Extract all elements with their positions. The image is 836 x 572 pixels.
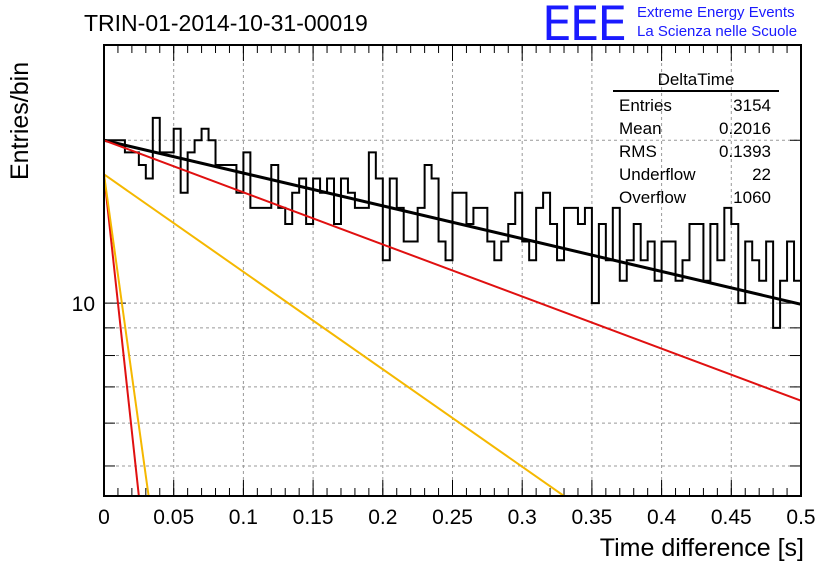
stats-row-underflow: Underflow 22 bbox=[613, 163, 779, 186]
x-tick-label: 0 bbox=[98, 506, 110, 529]
stats-label: Entries bbox=[619, 96, 672, 115]
stats-label: Mean bbox=[619, 119, 662, 138]
stats-value: 0.1393 bbox=[719, 142, 771, 161]
fit-line-5 bbox=[104, 174, 150, 496]
fit-line-2 bbox=[104, 139, 801, 402]
x-tick-label: 0.05 bbox=[153, 506, 194, 529]
stats-title: DeltaTime bbox=[613, 70, 779, 92]
x-tick-label: 0.1 bbox=[229, 506, 258, 529]
stats-label: RMS bbox=[619, 142, 657, 161]
x-tick-label: 0.3 bbox=[508, 506, 537, 529]
stats-row-overflow: Overflow 1060 bbox=[613, 186, 779, 209]
eee-logo: EEE bbox=[542, 0, 627, 52]
x-tick-label: 0.15 bbox=[293, 506, 334, 529]
y-tick-label: 10 bbox=[72, 293, 95, 316]
stats-value: 3154 bbox=[733, 96, 771, 115]
logo-line-1: Extreme Energy Events bbox=[637, 4, 795, 21]
y-axis-label: Entries/bin bbox=[6, 61, 34, 180]
logo-line-2: La Scienza nelle Scuole bbox=[637, 23, 798, 40]
chart-title: TRIN-01-2014-10-31-00019 bbox=[84, 10, 368, 36]
stats-label: Overflow bbox=[619, 188, 687, 207]
fit-line-4 bbox=[104, 174, 140, 496]
x-tick-label: 0.45 bbox=[711, 506, 752, 529]
fit-line-3 bbox=[104, 173, 565, 496]
x-axis-label: Time difference [s] bbox=[599, 534, 804, 562]
stats-label: Underflow bbox=[619, 165, 696, 184]
plot-frame bbox=[103, 44, 802, 497]
stats-value: 22 bbox=[752, 165, 771, 184]
x-tick-label: 0.35 bbox=[571, 506, 612, 529]
stats-row-entries: Entries 3154 bbox=[613, 94, 779, 117]
histogram-series bbox=[104, 116, 801, 329]
stats-box: DeltaTime Entries 3154 Mean 0.2016 RMS 0… bbox=[613, 70, 779, 209]
stats-row-mean: Mean 0.2016 bbox=[613, 117, 779, 140]
x-tick-label: 0.5 bbox=[786, 506, 815, 529]
x-tick-label: 0.25 bbox=[432, 506, 473, 529]
stats-row-rms: RMS 0.1393 bbox=[613, 140, 779, 163]
x-tick-label: 0.2 bbox=[368, 506, 397, 529]
fit-line-1 bbox=[104, 138, 801, 306]
stats-value: 1060 bbox=[733, 188, 771, 207]
stats-value: 0.2016 bbox=[719, 119, 771, 138]
x-tick-label: 0.4 bbox=[647, 506, 677, 529]
logo-text: Extreme Energy Events La Scienza nelle S… bbox=[637, 3, 797, 41]
